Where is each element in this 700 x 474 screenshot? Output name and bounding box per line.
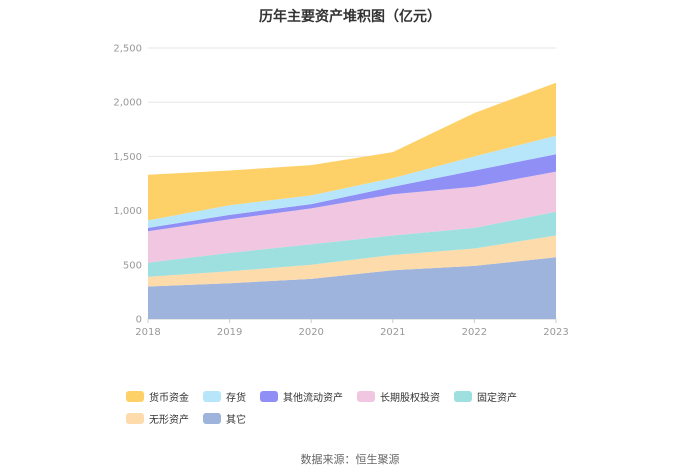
chart-title: 历年主要资产堆积图（亿元） [259,9,441,25]
chart-legend: 货币资金 存货 其他流动资产 长期股权投资 固定资产无形资产 其它 [126,389,606,426]
legend-swatch [203,412,221,424]
legend-label: 无形资产 [149,414,189,426]
legend-item[interactable]: 存货 [203,389,246,404]
x-tick-label: 2018 [135,327,160,338]
y-tick-label: 2,500 [113,44,142,55]
area-series-无形资产 [148,235,556,287]
y-tick-label: 2,000 [113,98,142,109]
legend-swatch [260,390,278,402]
x-tick-label: 2022 [462,327,487,338]
axis-layer: 0 500 1,000 1,500 2,000 2,500 2018 2019 2020 2021… [113,44,568,339]
area-series-存货 [148,135,556,228]
x-tick-label: 2019 [217,327,242,338]
y-tick-label: 500 [123,260,142,271]
legend-item[interactable]: 货币资金 [126,389,189,404]
legend-swatch [126,390,144,402]
y-tick-label: 0 [136,315,142,326]
area-series-长期股权投资 [148,171,556,263]
x-tick-label: 2020 [298,327,323,338]
legend-label: 存货 [226,392,246,404]
area-layer [148,82,556,319]
legend-item[interactable]: 其他流动资产 [260,389,343,404]
legend-swatch [203,390,221,402]
x-tick-label: 2023 [543,327,568,338]
legend-label: 货币资金 [149,392,189,404]
area-series-货币资金 [148,82,556,221]
y-tick-label: 1,500 [113,152,142,163]
data-source-note: 数据来源：恒生聚源 [300,453,400,466]
legend-item[interactable]: 长期股权投资 [357,389,440,404]
legend-item[interactable]: 无形资产 [126,411,189,426]
legend-item[interactable]: 固定资产 [454,389,517,404]
legend-label: 固定资产 [477,392,517,404]
legend-swatch [454,390,472,402]
legend-item[interactable]: 其它 [203,411,246,426]
y-tick-label: 1,000 [113,206,142,217]
area-series-固定资产 [148,211,556,277]
area-series-其他流动资产 [148,154,556,232]
area-series-其它 [148,257,556,319]
legend-swatch [126,412,144,424]
legend-label: 其他流动资产 [283,392,343,404]
legend-label: 长期股权投资 [380,392,440,404]
x-tick-label: 2021 [380,327,405,338]
legend-swatch [357,390,375,402]
legend-label: 其它 [226,414,246,426]
